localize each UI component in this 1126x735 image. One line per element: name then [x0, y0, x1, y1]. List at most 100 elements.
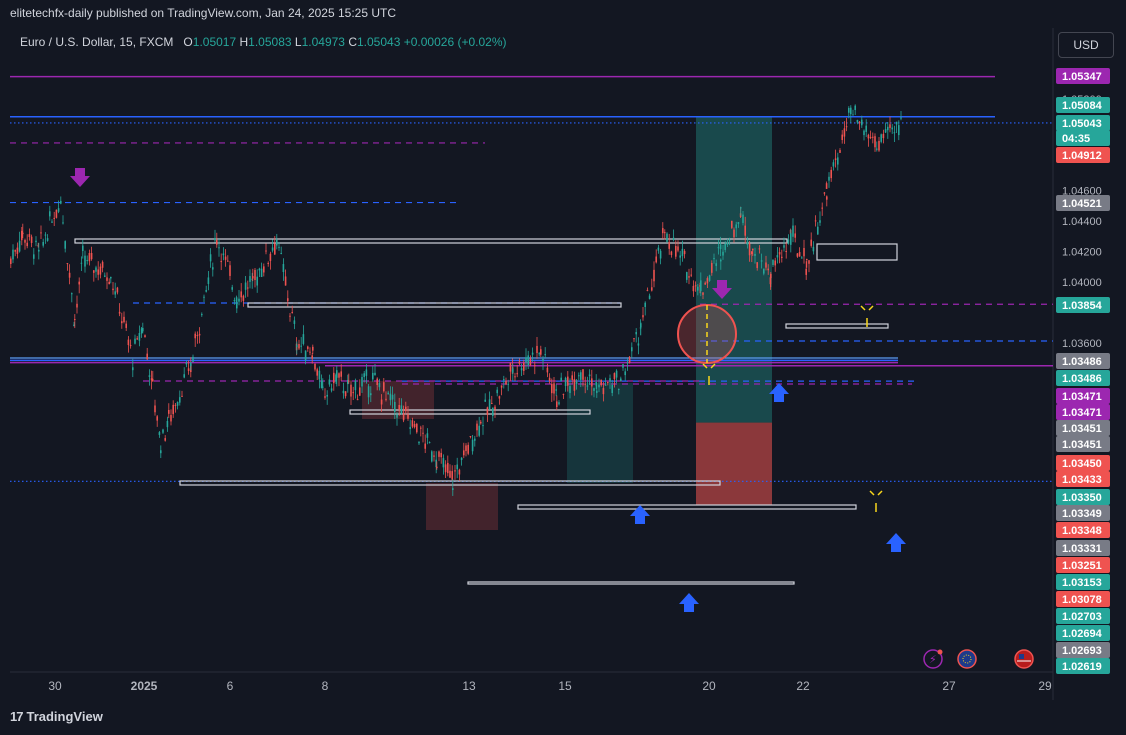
lightning-icon[interactable]: [923, 649, 943, 669]
candle-body: [686, 272, 688, 280]
candle-body: [679, 255, 681, 258]
candle-body: [174, 404, 177, 406]
candle-body: [344, 391, 347, 397]
candle-body: [363, 373, 365, 378]
candle-body: [376, 378, 378, 386]
candle-body: [227, 260, 229, 262]
price-label-badge: [1056, 591, 1110, 607]
price-tick-label: 1.04200: [1062, 247, 1102, 259]
price-label-badge: [1056, 388, 1110, 404]
candle-body: [138, 332, 141, 341]
range-box: [247, 302, 622, 308]
candle-body: [424, 443, 426, 449]
candle-body: [785, 250, 787, 252]
candle-body: [465, 445, 467, 452]
open-label: O: [183, 35, 193, 49]
candle-body: [754, 253, 756, 256]
symbol-name[interactable]: Euro / U.S. Dollar, 15, FXCM: [20, 35, 174, 49]
candle-body: [697, 286, 699, 291]
candle-body: [284, 276, 287, 286]
candle-body: [529, 358, 532, 365]
price-tick-label: 1.04400: [1062, 216, 1102, 228]
candle-body: [440, 452, 442, 458]
candle-body: [538, 353, 540, 355]
footer-brand[interactable]: 17 TradingView: [10, 709, 103, 724]
candle-body: [494, 406, 496, 410]
candle-body: [322, 386, 324, 388]
candle-body: [428, 442, 431, 444]
candle-body: [144, 335, 146, 338]
candle-body: [776, 255, 779, 258]
candle-body: [821, 207, 823, 209]
candle-body: [289, 315, 291, 317]
bottom-icons: ⚡: [923, 649, 1034, 669]
candle-body: [436, 466, 438, 469]
candle-body: [825, 183, 828, 189]
candle-body: [781, 256, 783, 258]
candle-body: [460, 457, 463, 461]
chart-canvas[interactable]: 1.052001.046001.044001.042001.040001.036…: [0, 0, 1126, 700]
candle-body: [657, 247, 660, 251]
candle-body: [480, 421, 482, 424]
time-scale[interactable]: 30 2025 6 8 13 15 20 22 27 29: [48, 679, 1052, 693]
candle-body: [203, 296, 205, 298]
candle-body: [190, 362, 192, 367]
supply-zone: [362, 381, 434, 419]
candle-body: [488, 399, 491, 410]
candle-body: [166, 420, 169, 428]
tradingview-logo-icon: 17: [10, 709, 24, 724]
candle-body: [442, 458, 445, 468]
lightning-glyph: ⚡: [929, 653, 937, 666]
candle-body: [715, 263, 717, 266]
candle-body: [426, 433, 429, 438]
candle-body: [162, 429, 164, 433]
candle-body: [312, 346, 314, 351]
candle-body: [806, 259, 808, 261]
candle-body: [615, 370, 618, 378]
candle-body: [320, 380, 323, 388]
candle-body: [778, 252, 781, 255]
candle-body: [832, 162, 835, 167]
candle-body: [164, 438, 166, 441]
candle-body: [476, 423, 478, 431]
price-scale[interactable]: 1.052001.046001.044001.042001.040001.036…: [1056, 68, 1110, 674]
candle-body: [655, 256, 657, 263]
candle-body: [44, 234, 47, 236]
candle-body: [467, 444, 469, 454]
candle-body: [348, 380, 350, 382]
price-label-text: 1.03153: [1062, 577, 1102, 589]
eu-flag-icon[interactable]: [957, 649, 977, 669]
candle-body: [114, 291, 116, 295]
candle-body: [834, 158, 837, 161]
price-label-badge: [1056, 195, 1110, 211]
candle-body: [670, 251, 673, 255]
candle-body: [496, 389, 498, 394]
candle-body: [640, 323, 642, 328]
candle-body: [792, 225, 794, 237]
candle-body: [176, 402, 179, 406]
candle-body: [333, 372, 335, 384]
price-label-text: 04:35: [1062, 133, 1090, 145]
candle-body: [340, 371, 342, 377]
candle-body: [324, 396, 326, 398]
candle-body: [555, 389, 557, 391]
candle-body: [878, 140, 880, 151]
price-label-badge: [1056, 353, 1110, 369]
candle-body: [516, 373, 518, 375]
range-box: [467, 581, 795, 585]
chart-background: [10, 28, 1118, 700]
price-label-text: 1.03433: [1062, 474, 1102, 486]
candle-body: [492, 407, 494, 416]
yellow-tick: [860, 305, 866, 311]
candle-body: [852, 114, 854, 116]
candle-body: [819, 220, 821, 223]
candle-body: [560, 377, 562, 382]
arrow-up-icon: [886, 533, 906, 552]
candle-body: [748, 243, 751, 256]
yellow-tick: [710, 363, 716, 369]
currency-button[interactable]: USD: [1058, 32, 1114, 58]
target-zone: [696, 116, 772, 423]
candle-body: [486, 407, 489, 415]
candle-body: [706, 278, 709, 284]
candle-body: [758, 248, 761, 250]
